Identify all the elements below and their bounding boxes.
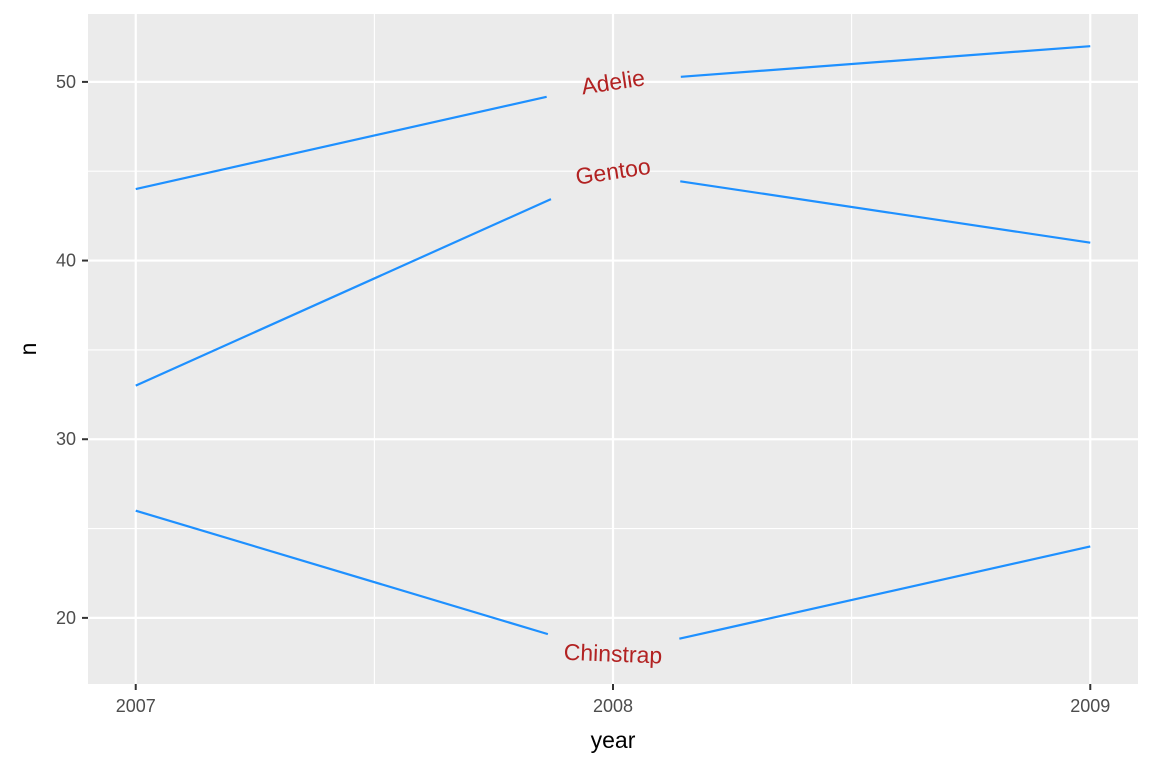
series-line-gentoo-right — [680, 180, 1091, 244]
y-tick-label: 40 — [56, 251, 76, 271]
series-line-chinstrap-right — [679, 545, 1091, 640]
x-axis-title: year — [591, 727, 636, 753]
y-tick-label: 30 — [56, 429, 76, 449]
series-label-chinstrap: Chinstrap — [563, 639, 662, 669]
x-axis: 2007 2008 2009 — [116, 684, 1110, 716]
y-axis-title: n — [15, 343, 41, 356]
y-tick-label: 50 — [56, 72, 76, 92]
y-tick-label: 20 — [56, 608, 76, 628]
series-line-chinstrap-left — [135, 509, 549, 636]
series-line-gentoo-left — [135, 198, 552, 387]
x-tick-label: 2008 — [593, 696, 633, 716]
major-gridlines — [88, 14, 1138, 684]
x-tick-label: 2007 — [116, 696, 156, 716]
series-lines — [135, 45, 1091, 640]
y-axis: 20 30 40 50 — [56, 72, 88, 628]
series-line-adelie-right — [680, 45, 1091, 78]
x-tick-label: 2009 — [1070, 696, 1110, 716]
series-line-adelie-left — [135, 95, 547, 191]
